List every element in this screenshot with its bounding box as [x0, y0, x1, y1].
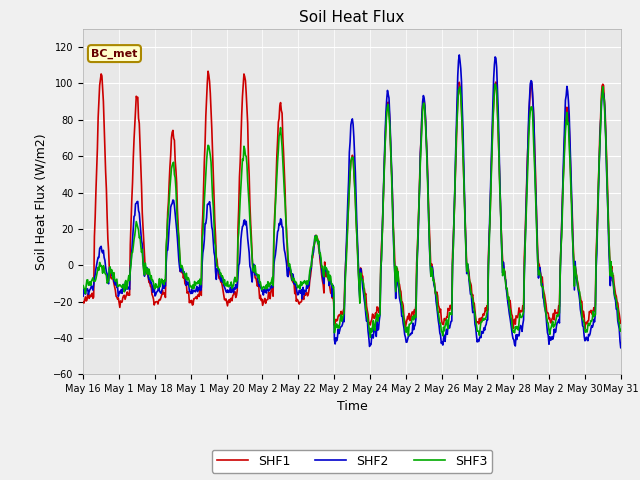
SHF3: [79, 283, 87, 288]
SHF3: [462, 250, 470, 256]
SHF1: [462, 244, 470, 250]
SHF2: [456, 52, 463, 58]
SHF2: [79, 293, 87, 299]
SHF2: [617, 345, 625, 351]
SHF2: [280, 247, 288, 253]
SHF1: [147, 284, 154, 289]
SHF3: [147, 276, 154, 282]
SHF1: [79, 299, 87, 305]
Line: SHF3: SHF3: [83, 84, 640, 337]
SHF2: [252, 271, 260, 277]
Line: SHF1: SHF1: [83, 71, 640, 329]
Y-axis label: Soil Heat Flux (W/m2): Soil Heat Flux (W/m2): [35, 133, 47, 270]
Title: Soil Heat Flux: Soil Heat Flux: [300, 10, 404, 25]
SHF3: [492, 81, 499, 87]
SHF3: [280, 188, 288, 194]
SHF1: [253, 278, 260, 284]
SHF3: [302, 281, 310, 287]
SHF2: [302, 289, 310, 295]
SHF3: [252, 271, 260, 276]
Legend: SHF1, SHF2, SHF3: SHF1, SHF2, SHF3: [212, 450, 492, 473]
SHF1: [281, 187, 289, 192]
Line: SHF2: SHF2: [83, 55, 640, 348]
SHF3: [430, 277, 438, 283]
SHF1: [303, 290, 310, 296]
SHF1: [430, 277, 438, 283]
SHF2: [429, 270, 437, 276]
SHF1: [581, 326, 589, 332]
SHF1: [204, 68, 212, 74]
SHF3: [367, 335, 374, 340]
X-axis label: Time: Time: [337, 400, 367, 413]
SHF2: [147, 280, 154, 286]
Text: BC_met: BC_met: [92, 48, 138, 59]
SHF2: [462, 248, 470, 253]
